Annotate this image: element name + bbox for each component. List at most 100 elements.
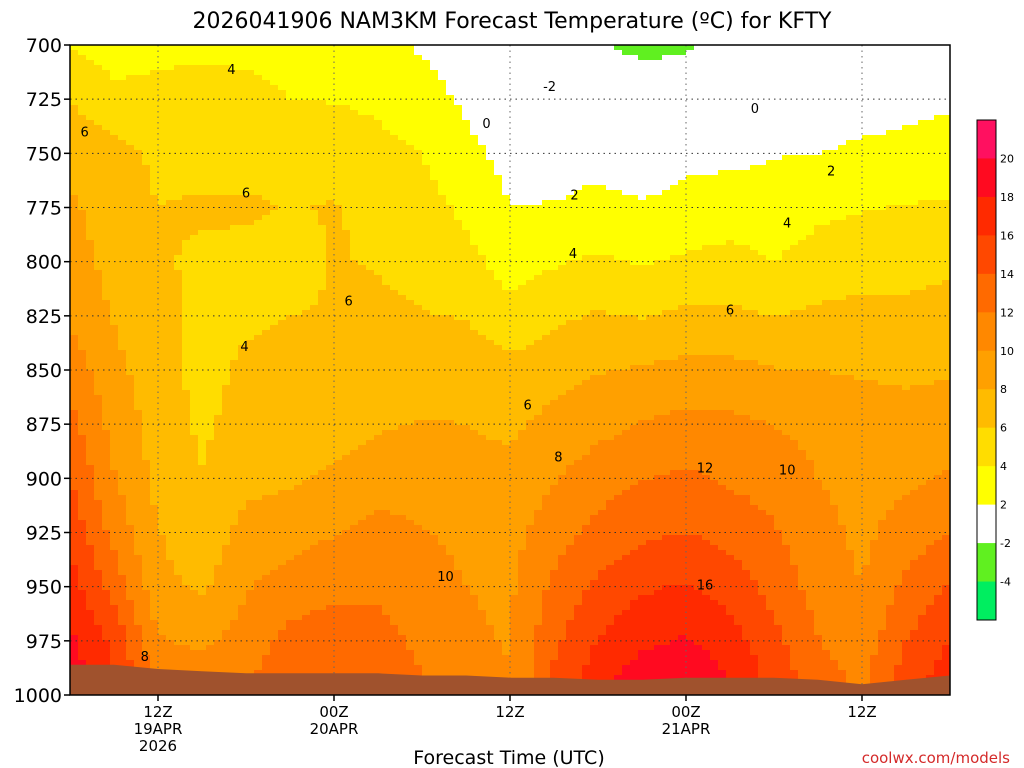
field-cell <box>142 190 151 196</box>
field-cell <box>78 150 87 156</box>
field-cell <box>86 240 95 246</box>
field-cell <box>230 420 239 426</box>
field-cell <box>246 220 255 226</box>
field-cell <box>302 45 311 51</box>
field-cell <box>294 385 303 391</box>
field-cell <box>182 145 191 151</box>
field-cell <box>278 615 287 621</box>
field-cell <box>246 670 255 676</box>
field-cell <box>190 80 199 86</box>
field-cell <box>86 85 95 91</box>
field-cell <box>254 555 263 561</box>
field-cell <box>262 155 271 161</box>
field-cell <box>222 635 231 641</box>
field-cell <box>110 350 119 356</box>
field-cell <box>350 125 359 131</box>
field-cell <box>358 125 367 131</box>
field-cell <box>302 655 311 661</box>
field-cell <box>118 275 127 281</box>
field-cell <box>166 365 175 371</box>
field-cell <box>134 595 143 601</box>
field-cell <box>198 485 207 491</box>
field-cell <box>302 170 311 176</box>
field-cell <box>286 220 295 226</box>
field-cell <box>78 265 87 271</box>
field-cell <box>70 545 79 551</box>
field-cell <box>350 265 359 271</box>
field-cell <box>110 490 119 496</box>
field-cell <box>70 420 79 426</box>
field-cell <box>286 315 295 321</box>
field-cell <box>126 240 135 246</box>
field-cell <box>214 525 223 531</box>
field-cell <box>70 80 79 86</box>
field-cell <box>190 170 199 176</box>
field-cell <box>294 410 303 416</box>
field-cell <box>270 555 279 561</box>
field-cell <box>294 110 303 116</box>
field-cell <box>318 600 327 606</box>
field-cell <box>246 325 255 331</box>
field-cell <box>190 325 199 331</box>
field-cell <box>334 465 343 471</box>
field-cell <box>174 100 183 106</box>
field-cell <box>318 305 327 311</box>
field-cell <box>150 160 159 166</box>
field-cell <box>230 435 239 441</box>
field-cell <box>166 270 175 276</box>
field-cell <box>214 260 223 266</box>
field-cell <box>158 405 167 411</box>
field-cell <box>326 495 335 501</box>
field-cell <box>254 85 263 91</box>
field-cell <box>366 455 375 461</box>
field-cell <box>126 420 135 426</box>
field-cell <box>222 65 231 71</box>
field-cell <box>350 90 359 96</box>
field-cell <box>326 355 335 361</box>
field-cell <box>118 235 127 241</box>
field-cell <box>198 610 207 616</box>
field-cell <box>110 115 119 121</box>
field-cell <box>150 590 159 596</box>
field-cell <box>70 525 79 531</box>
field-cell <box>262 270 271 276</box>
field-cell <box>70 370 79 376</box>
field-cell <box>110 155 119 161</box>
field-cell <box>318 275 327 281</box>
field-cell <box>126 580 135 586</box>
field-cell <box>134 275 143 281</box>
field-cell <box>318 190 327 196</box>
field-cell <box>206 110 215 116</box>
field-cell <box>270 185 279 191</box>
field-cell <box>310 300 319 306</box>
field-cell <box>342 240 351 246</box>
field-cell <box>190 150 199 156</box>
field-cell <box>270 310 279 316</box>
field-cell <box>366 45 375 51</box>
field-cell <box>206 330 215 336</box>
field-cell <box>222 85 231 91</box>
field-cell <box>214 150 223 156</box>
field-cell <box>366 540 375 546</box>
field-cell <box>238 455 247 461</box>
field-cell <box>342 380 351 386</box>
field-cell <box>310 225 319 231</box>
field-cell <box>374 300 383 306</box>
field-cell <box>110 465 119 471</box>
field-cell <box>166 625 175 631</box>
field-cell <box>166 565 175 571</box>
field-cell <box>94 90 103 96</box>
field-cell <box>214 135 223 141</box>
field-cell <box>158 155 167 161</box>
field-cell <box>118 115 127 121</box>
field-cell <box>270 225 279 231</box>
field-cell <box>174 330 183 336</box>
field-cell <box>174 650 183 656</box>
field-cell <box>214 480 223 486</box>
field-cell <box>174 555 183 561</box>
field-cell <box>166 95 175 101</box>
field-cell <box>246 300 255 306</box>
field-cell <box>270 655 279 661</box>
field-cell <box>182 95 191 101</box>
field-cell <box>118 305 127 311</box>
